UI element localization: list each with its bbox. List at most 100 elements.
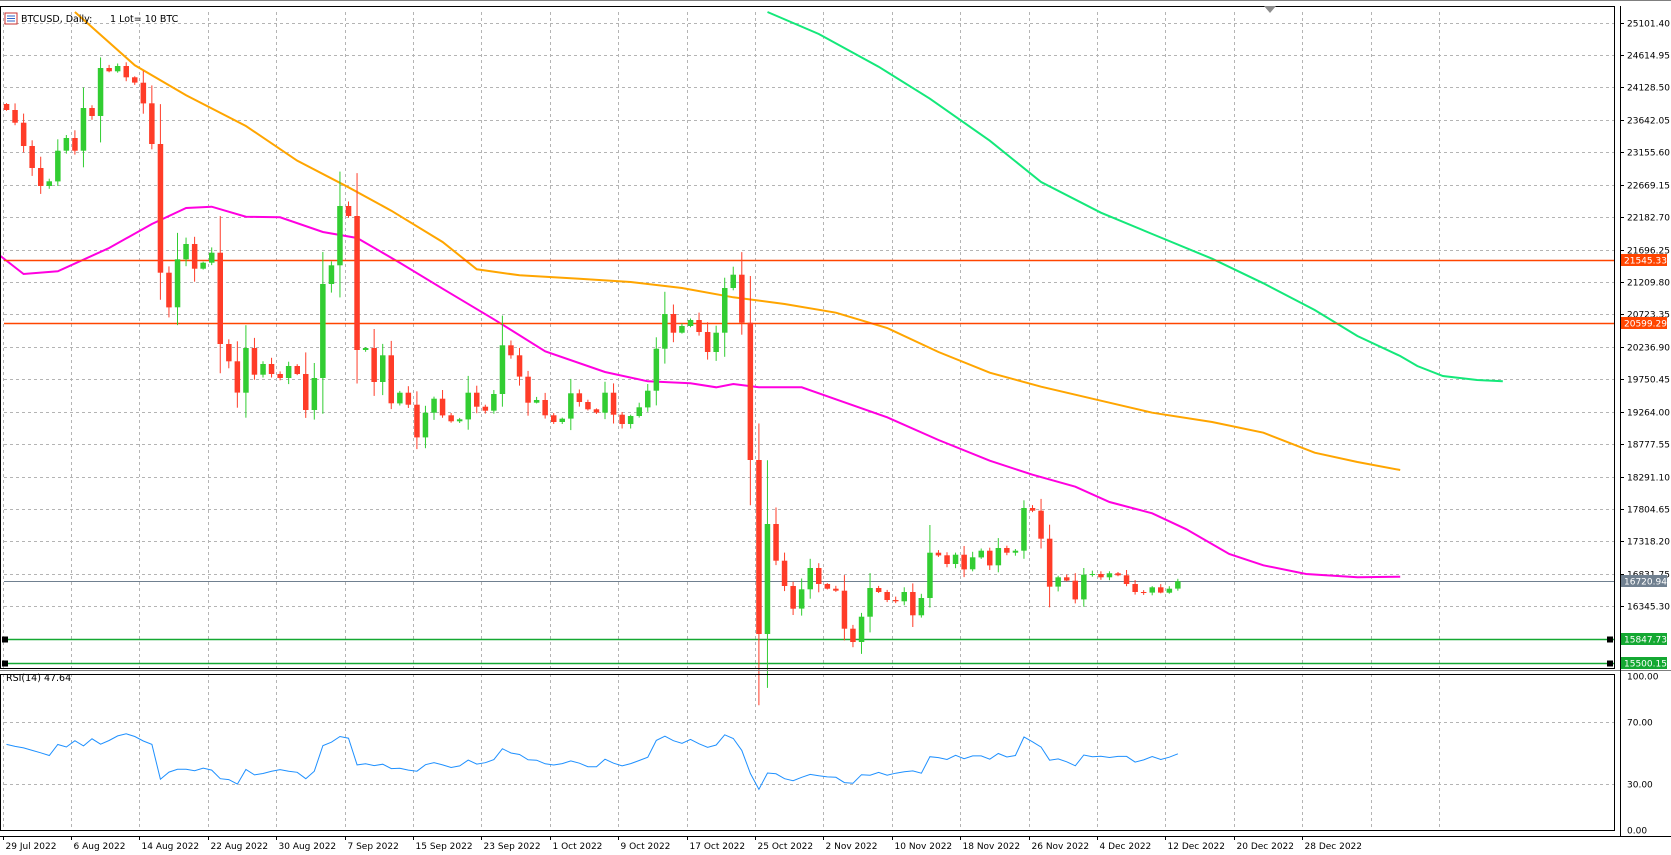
candle	[551, 413, 557, 424]
candle	[72, 130, 78, 155]
candle	[1089, 570, 1096, 577]
candle-body	[961, 554, 967, 570]
candle-body	[1149, 587, 1155, 593]
candle-body	[1081, 574, 1087, 600]
candle-body	[1072, 580, 1078, 600]
candle-body	[371, 348, 377, 382]
candle-body	[764, 524, 771, 634]
candle-body	[200, 262, 206, 269]
candle	[884, 589, 890, 603]
candle-body	[234, 361, 241, 393]
candle	[140, 70, 147, 114]
svg-text:15847.73: 15847.73	[1624, 636, 1667, 646]
level-price-tag: 15500.15	[1621, 657, 1667, 670]
candle	[191, 236, 198, 282]
level-handle-icon[interactable]	[2, 636, 8, 643]
candle	[576, 389, 583, 407]
candle-body	[696, 320, 702, 332]
candle	[12, 103, 18, 126]
candle-body	[106, 68, 112, 72]
candle	[756, 423, 762, 706]
candle	[525, 370, 531, 416]
candle-body	[114, 66, 121, 72]
price-tick-label: 22669.15	[1627, 182, 1670, 192]
price-tick-label: 18777.55	[1627, 441, 1670, 451]
date-tick-label: 22 Aug 2022	[211, 842, 269, 851]
candle-body	[140, 82, 147, 104]
candle	[277, 371, 283, 381]
candle	[867, 573, 873, 633]
candle-body	[362, 348, 369, 350]
price-tick-label: 23155.60	[1627, 149, 1670, 159]
candle	[132, 76, 138, 85]
candle	[166, 266, 172, 318]
candle	[260, 361, 266, 378]
candle	[645, 384, 651, 412]
candle	[1038, 498, 1044, 549]
candle	[627, 414, 634, 429]
chart-window-icon	[4, 12, 18, 25]
candle	[662, 291, 668, 364]
shift-marker-icon[interactable]	[1264, 6, 1276, 13]
date-tick-label: 12 Dec 2022	[1168, 842, 1226, 851]
candle-body	[807, 568, 813, 590]
candle	[927, 525, 933, 608]
candle	[217, 216, 223, 374]
candle-body	[431, 398, 437, 413]
candle-body	[1055, 577, 1061, 587]
price-tick-label: 16345.30	[1627, 603, 1670, 613]
level-handle-icon[interactable]	[1607, 636, 1613, 643]
candle	[1004, 545, 1010, 556]
candle	[858, 612, 865, 654]
candle	[893, 596, 899, 604]
candle-body	[645, 390, 651, 408]
candle-body	[978, 550, 984, 558]
candle-body	[987, 550, 993, 566]
svg-text:21545.33: 21545.33	[1624, 257, 1667, 267]
svg-text:15500.15: 15500.15	[1624, 660, 1667, 670]
candle-body	[833, 588, 839, 591]
candle-body	[816, 568, 822, 584]
candle-body	[1140, 592, 1147, 593]
candle-body	[3, 104, 10, 110]
candle	[328, 261, 335, 293]
candle-body	[1004, 548, 1010, 553]
candle	[1064, 574, 1070, 582]
candle-body	[456, 419, 463, 422]
candle	[234, 341, 241, 408]
candle	[704, 322, 711, 360]
candle	[285, 361, 292, 385]
candle-body	[858, 616, 865, 642]
candle	[422, 405, 429, 449]
candle-body	[1098, 574, 1104, 578]
level-handle-icon[interactable]	[1607, 660, 1613, 667]
candle-body	[1158, 587, 1164, 593]
candle	[183, 237, 189, 267]
candle-body	[773, 524, 779, 561]
candle	[431, 396, 437, 420]
candle	[89, 105, 95, 120]
candle	[850, 624, 856, 648]
candle	[3, 103, 10, 111]
candle	[1132, 580, 1138, 595]
lot-info: 1 Lot= 10 BTC	[110, 14, 179, 25]
candle	[610, 383, 617, 424]
candle-body	[482, 406, 489, 411]
candle-body	[499, 345, 506, 394]
moving-average-line-2	[74, 11, 1401, 471]
price-tick-label: 17318.20	[1627, 538, 1670, 548]
candle	[722, 277, 728, 357]
candle	[243, 325, 249, 418]
candle-body	[183, 244, 189, 260]
level-handle-icon[interactable]	[2, 660, 8, 667]
candle-body	[995, 548, 1002, 566]
candle-body	[328, 265, 335, 284]
candle	[636, 402, 642, 418]
candle-body	[397, 392, 403, 404]
price-tick-label: 17804.65	[1627, 506, 1670, 516]
candle	[747, 276, 754, 506]
candle	[303, 352, 309, 418]
candle	[559, 417, 565, 424]
candle-body	[20, 122, 27, 146]
candle-body	[593, 409, 600, 413]
